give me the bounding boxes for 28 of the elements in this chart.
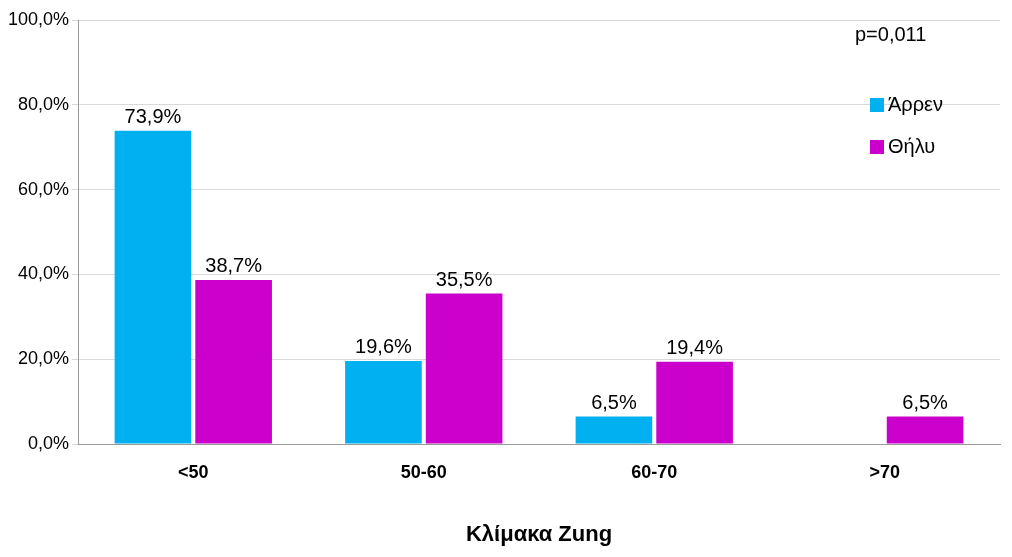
data-label: 6,5% <box>591 390 637 413</box>
bar <box>345 360 422 444</box>
x-axis-title: Κλίμακα Zung <box>465 520 613 546</box>
bar <box>656 361 733 444</box>
bar <box>425 293 503 444</box>
data-label: 73,9% <box>124 105 182 128</box>
x-tick-label: 50-60 <box>400 461 447 482</box>
data-label: 38,7% <box>205 254 263 277</box>
y-tick-label: 60,0% <box>18 178 70 199</box>
y-tick-label: 20,0% <box>18 348 70 369</box>
data-label: 19,6% <box>355 335 413 358</box>
x-tick-label: >70 <box>869 461 901 482</box>
bar <box>575 416 653 444</box>
y-tick-label: 80,0% <box>18 93 70 114</box>
legend-label: Άρρεν <box>888 92 944 115</box>
legend-label: Θήλυ <box>888 134 936 157</box>
y-tick-label: 100,0% <box>7 8 70 29</box>
data-label: 19,4% <box>666 336 724 359</box>
y-tick-label: 0,0% <box>28 432 70 453</box>
x-tick-label: <50 <box>178 461 209 482</box>
y-tick-label: 40,0% <box>18 263 70 284</box>
data-label: 35,5% <box>435 268 493 290</box>
bar <box>195 279 272 444</box>
data-label: 6,5% <box>902 390 949 413</box>
bar <box>114 130 192 444</box>
x-tick-label: 60-70 <box>631 461 678 482</box>
annotation: p=0,011 <box>855 22 927 45</box>
bar <box>886 416 964 444</box>
